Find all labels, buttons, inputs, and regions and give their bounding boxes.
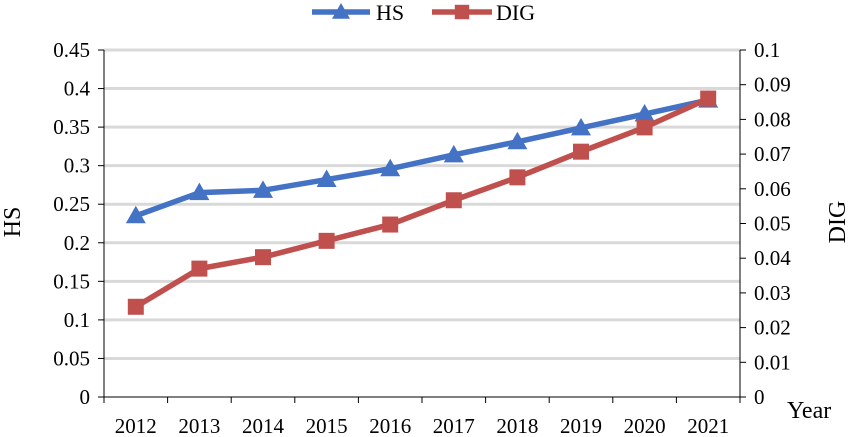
data-point-hs [634, 104, 655, 122]
x-tick-label: 2019 [560, 414, 602, 437]
y2-tick-label: 0.01 [754, 350, 791, 374]
data-point-hs [380, 158, 401, 177]
y2-axis-ticks: 0 0.01 0.02 0.03 0.04 0.05 0.06 0.07 0.08 0.09 0.1 [754, 38, 791, 409]
data-point-dig [255, 249, 271, 266]
data-point-hs [253, 180, 273, 198]
y-tick-label: 0.3 [64, 154, 90, 178]
y2-tick-label: 0.09 [754, 73, 791, 97]
y-tick-label: 0 [80, 385, 91, 409]
x-tick-label: 2012 [115, 414, 157, 437]
y-axis-title: HS [0, 207, 26, 238]
data-point-dig [445, 192, 462, 209]
y2-tick-label: 0.03 [754, 281, 791, 305]
y-tick-label: 0.2 [64, 231, 90, 255]
y-tick-label: 0.45 [53, 38, 90, 62]
data-point-hs [507, 131, 528, 150]
data-point-hs [189, 182, 210, 201]
data-point-dig [382, 216, 399, 233]
y2-tick-label: 0.05 [754, 212, 791, 236]
y-tick-label: 0.1 [64, 308, 90, 332]
data-point-dig [318, 232, 335, 249]
y2-tick-label: 0.02 [754, 316, 791, 340]
y2-tick-label: 0.1 [754, 38, 780, 62]
series-markers [125, 90, 719, 315]
y2-tick-label: 0.04 [754, 246, 791, 270]
data-point-hs [571, 117, 591, 136]
y-tick-label: 0.35 [53, 115, 90, 139]
y-tick-label: 0.25 [53, 192, 90, 216]
x-tick-label: 2020 [624, 414, 666, 437]
axes [98, 49, 746, 403]
y2-tick-label: 0 [754, 385, 765, 409]
x-axis-title: Year [787, 398, 831, 424]
x-tick-label: 2013 [178, 414, 220, 437]
legend: HS DIG [312, 0, 535, 25]
legend-marker-dig [454, 4, 470, 20]
legend-label-dig: DIG [496, 0, 535, 25]
data-point-dig [127, 298, 144, 315]
x-tick-label: 2014 [242, 414, 285, 437]
data-point-hs [125, 205, 146, 224]
x-tick-label: 2018 [496, 414, 538, 437]
data-point-dig [700, 90, 717, 107]
series-lines [134, 96, 710, 310]
data-point-dig [636, 119, 653, 136]
data-point-dig [509, 169, 526, 186]
y-tick-label: 0.15 [53, 269, 90, 293]
x-axis-ticks: 2012 2013 2014 2015 2016 2017 2018 2019 2020 2021 [115, 414, 729, 437]
data-point-dig [191, 260, 208, 277]
y2-tick-label: 0.06 [754, 177, 791, 201]
x-tick-label: 2017 [433, 414, 475, 437]
grid-lines [104, 48, 740, 360]
y2-tick-label: 0.07 [754, 142, 791, 166]
series-line-hs [134, 97, 709, 219]
data-point-dig [573, 143, 589, 160]
data-point-hs [316, 169, 337, 188]
y2-axis-title: DIG [825, 201, 851, 244]
y-axis-ticks: 0 0.05 0.1 0.15 0.2 0.25 0.3 0.35 0.4 0.45 [53, 38, 90, 409]
y-tick-label: 0.05 [53, 346, 90, 370]
legend-label-hs: HS [376, 0, 404, 25]
data-point-hs [443, 144, 464, 163]
series-line-dig [134, 96, 710, 310]
y-tick-label: 0.4 [64, 77, 91, 101]
x-tick-label: 2016 [369, 414, 411, 437]
x-tick-label: 2021 [687, 414, 729, 437]
y2-tick-label: 0.08 [754, 107, 791, 131]
x-tick-label: 2015 [306, 414, 348, 437]
legend-marker-hs [332, 3, 350, 19]
